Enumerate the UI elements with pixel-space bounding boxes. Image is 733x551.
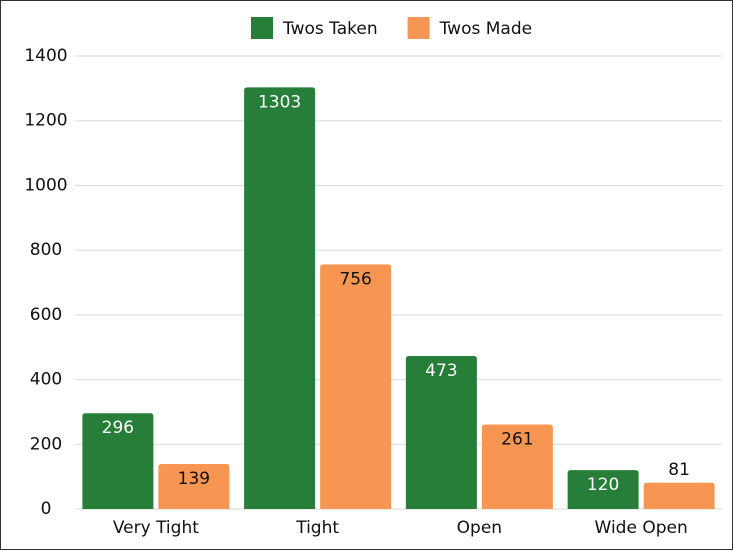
bar	[320, 264, 392, 509]
value-label: 296	[102, 418, 134, 438]
value-label: 81	[668, 460, 690, 480]
x-tick-label: Open	[457, 518, 502, 538]
y-tick-label: 800	[30, 240, 62, 260]
value-label: 261	[501, 430, 533, 450]
value-label: 1303	[258, 92, 301, 112]
value-label: 756	[339, 269, 371, 289]
y-tick-label: 1200	[24, 111, 67, 131]
x-tick-label: Very Tight	[113, 518, 199, 538]
bar	[158, 464, 230, 509]
y-tick-label: 0	[41, 499, 52, 519]
y-tick-label: 1400	[24, 46, 67, 66]
legend-label: Twos Taken	[282, 19, 378, 39]
bar	[567, 470, 639, 509]
legend-swatch	[407, 17, 430, 39]
y-tick-label: 1000	[24, 175, 67, 195]
value-label: 139	[178, 469, 210, 489]
bar	[643, 482, 715, 509]
legend-swatch	[251, 17, 273, 39]
bar	[244, 87, 316, 510]
legend-label: Twos Made	[439, 19, 532, 39]
y-tick-label: 400	[30, 370, 62, 390]
bar	[481, 424, 553, 509]
y-tick-label: 600	[30, 305, 62, 325]
x-tick-label: Wide Open	[595, 518, 688, 538]
value-label: 120	[587, 475, 619, 495]
value-label: 473	[425, 361, 457, 381]
bar	[82, 413, 154, 509]
y-tick-label: 200	[30, 434, 62, 454]
bar	[405, 355, 477, 509]
x-tick-label: Tight	[295, 518, 339, 538]
